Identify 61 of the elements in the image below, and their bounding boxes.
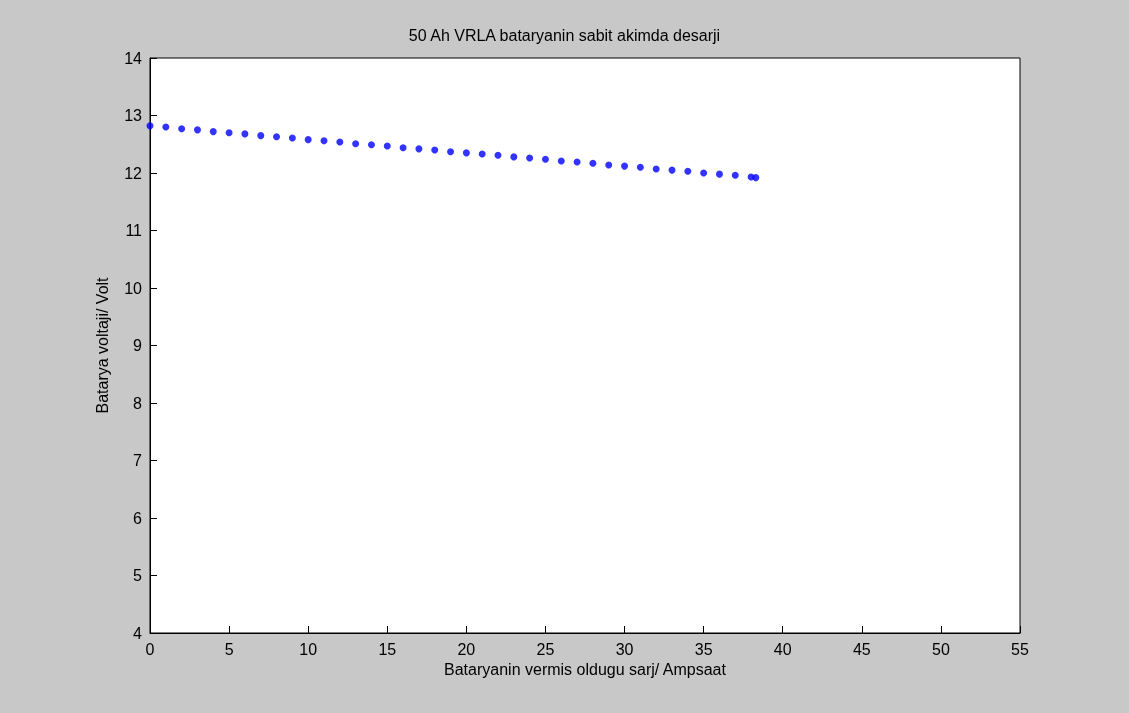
point [209,128,217,136]
point [257,132,265,140]
x-axis-title: Bataryanin vermis oldugu sarj/ Ampsaat [444,661,727,679]
x-tick-label: 30 [615,640,634,658]
point [304,136,312,144]
x-tick-label: 45 [852,640,871,658]
point [526,154,534,162]
point [399,144,407,152]
point [241,130,249,138]
point [557,157,565,165]
point [273,133,281,141]
point [447,148,455,156]
point [462,149,470,157]
point [415,145,423,153]
x-tick-label: 55 [1011,640,1029,658]
y-tick-label: 13 [124,107,143,124]
point [367,141,375,149]
y-tick-label: 6 [133,509,143,527]
y-tick-label: 8 [133,394,143,412]
chart-title: 50 Ah VRLA bataryanin sabit akimda desarji [408,26,721,44]
point [621,162,629,170]
x-tick-label: 20 [457,640,476,658]
point [510,153,518,161]
point [225,129,233,137]
point [589,159,597,167]
y-tick-label: 5 [133,567,143,584]
point [652,165,660,173]
point [162,123,170,131]
y-tick-label: 10 [124,279,143,297]
point [431,146,439,154]
point [715,170,723,178]
point [383,142,391,150]
x-tick-label: 35 [694,640,713,658]
point [352,140,360,148]
point [288,134,296,142]
point [193,126,201,134]
x-tick-label: 25 [536,640,555,658]
point [336,138,344,146]
x-tick-label: 15 [378,640,397,658]
x-tick-label: 5 [224,640,234,658]
point [684,167,692,175]
point [478,150,486,158]
y-tick-label: 11 [125,222,143,239]
x-tick-label: 50 [932,640,950,658]
point [752,174,760,182]
point [320,137,328,145]
y-tick-label: 12 [124,164,143,182]
y-tick-label: 14 [124,49,143,67]
y-tick-label: 4 [133,624,143,642]
point [700,169,708,177]
point [541,155,549,163]
y-tick-label: 9 [133,337,143,354]
point [605,161,613,169]
y-axis-title: Batarya voltaji/ Volt [93,276,111,414]
point [731,171,739,179]
point [178,125,186,133]
x-tick-label: 0 [145,640,155,658]
point [636,163,644,171]
y-tick-label: 7 [133,452,143,469]
x-tick-label: 40 [773,640,792,658]
x-tick-label: 10 [299,640,318,658]
